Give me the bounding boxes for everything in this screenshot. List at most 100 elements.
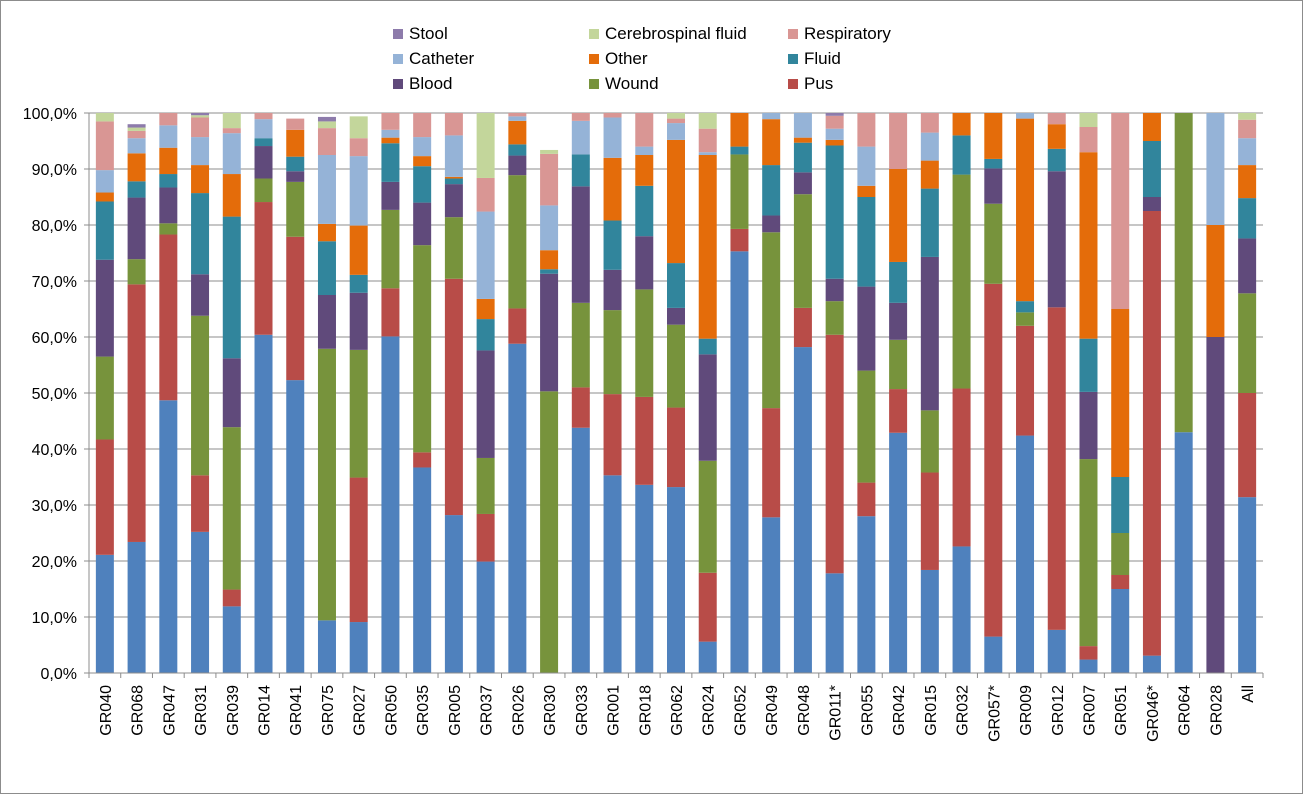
- bar-segment: [95, 439, 114, 555]
- bar-segment: [1079, 459, 1098, 647]
- bar-segment: [857, 185, 876, 197]
- bar-segment: [698, 354, 717, 461]
- bar-segment: [698, 152, 717, 155]
- bar-segment: [222, 174, 241, 217]
- bar-segment: [95, 259, 114, 357]
- bar-segment: [191, 117, 210, 138]
- bar-segment: [889, 302, 908, 340]
- y-tick-label: 0,0%: [41, 666, 77, 683]
- bar-segment: [1079, 391, 1098, 460]
- bar-segment: [317, 241, 336, 295]
- bar-segment: [95, 121, 114, 171]
- bar-segment: [286, 380, 305, 673]
- bar-segment: [317, 295, 336, 349]
- bar-segment: [1111, 113, 1130, 309]
- bar-segment: [762, 517, 781, 673]
- bar-segment: [254, 113, 273, 120]
- bar-segment: [540, 269, 559, 274]
- bar-segment: [730, 251, 749, 673]
- bar-segment: [127, 259, 146, 285]
- x-tick-label: GR032: [955, 685, 972, 736]
- legend-swatch: [788, 54, 798, 64]
- bar-segment: [1238, 165, 1257, 199]
- bar-segment: [952, 174, 971, 389]
- bar-segment: [476, 319, 495, 351]
- bar-segment: [667, 118, 685, 124]
- bar-segment: [191, 115, 210, 118]
- bar-segment: [222, 606, 241, 673]
- bar-segment: [254, 334, 273, 673]
- legend-label: Pus: [804, 74, 833, 93]
- legend-label: Cerebrospinal fluid: [605, 24, 747, 43]
- bar-segment: [698, 155, 717, 339]
- bar-segment: [1079, 127, 1098, 153]
- bar-segment: [825, 128, 844, 140]
- bar-segment: [159, 187, 178, 224]
- bar-segment: [95, 356, 114, 440]
- bar-segment: [825, 334, 844, 574]
- bar-segment: [317, 348, 336, 621]
- bar-segment: [984, 283, 1003, 637]
- x-tick-label: GR009: [1018, 685, 1035, 736]
- bar-segment: [413, 156, 432, 167]
- bar-segment: [635, 185, 654, 237]
- bar-segment: [127, 284, 146, 542]
- legend-swatch: [589, 29, 599, 39]
- bar-segment: [476, 298, 495, 320]
- bar-segment: [603, 117, 622, 158]
- x-tick-label: GR035: [415, 685, 432, 736]
- bar-segment: [540, 149, 559, 154]
- bar-segment: [1079, 113, 1098, 127]
- bar-segment: [1238, 393, 1257, 498]
- bar-segment: [1238, 198, 1257, 239]
- bar-segment: [317, 121, 336, 129]
- bar-segment: [635, 146, 654, 155]
- bar-segment: [825, 573, 844, 673]
- axes: 0,0% 10,0% 20,0% 30,0% 40,0% 50,0% 60,0% 70,0% 8…: [23, 106, 1264, 742]
- bar-segment: [952, 388, 971, 547]
- y-tick-label: 30,0%: [32, 498, 77, 515]
- bar-segment: [1111, 533, 1130, 575]
- bar-segment: [603, 113, 622, 118]
- bar-segment: [1206, 113, 1225, 225]
- bar-segment: [1016, 118, 1035, 302]
- bar-segment: [1111, 589, 1130, 673]
- x-tick-label: GR051: [1113, 685, 1130, 736]
- bar-segment: [825, 145, 844, 279]
- bar-segment: [571, 186, 590, 303]
- bar-segment: [857, 113, 876, 147]
- bar-segment: [984, 113, 1003, 159]
- bar-segment: [667, 139, 685, 264]
- legend-label: Fluid: [804, 49, 841, 68]
- bar-segment: [1174, 113, 1193, 433]
- x-tick-label: GR028: [1208, 685, 1225, 736]
- x-tick-label: GR046*: [1145, 685, 1162, 742]
- bar-segment: [889, 432, 908, 673]
- bar-segment: [825, 115, 844, 129]
- y-tick-label: 20,0%: [32, 554, 77, 571]
- bar-segment: [1111, 575, 1130, 589]
- bar-segment: [540, 250, 559, 270]
- bar-segment: [762, 232, 781, 409]
- x-tick-label: GR011*: [828, 685, 845, 741]
- bar-segment: [222, 216, 241, 359]
- bar-segment: [603, 310, 622, 395]
- bar-segment: [762, 119, 781, 166]
- bar-segment: [349, 116, 368, 139]
- bar-segment: [667, 487, 685, 673]
- bar-segment: [444, 515, 463, 673]
- bar-segment: [191, 475, 210, 532]
- bar-segment: [635, 484, 654, 673]
- bar-segment: [952, 135, 971, 175]
- x-tick-label: GR042: [891, 685, 908, 736]
- bar-segment: [1238, 497, 1257, 673]
- bar-segment: [349, 274, 368, 293]
- legend-swatch: [393, 29, 403, 39]
- bar-segment: [920, 188, 939, 257]
- bar-segment: [254, 146, 273, 179]
- bar-segment: [730, 113, 749, 147]
- legend-label: Catheter: [409, 49, 475, 68]
- bar-segment: [857, 482, 876, 517]
- bar-segment: [508, 113, 527, 117]
- bar-segment: [286, 156, 305, 172]
